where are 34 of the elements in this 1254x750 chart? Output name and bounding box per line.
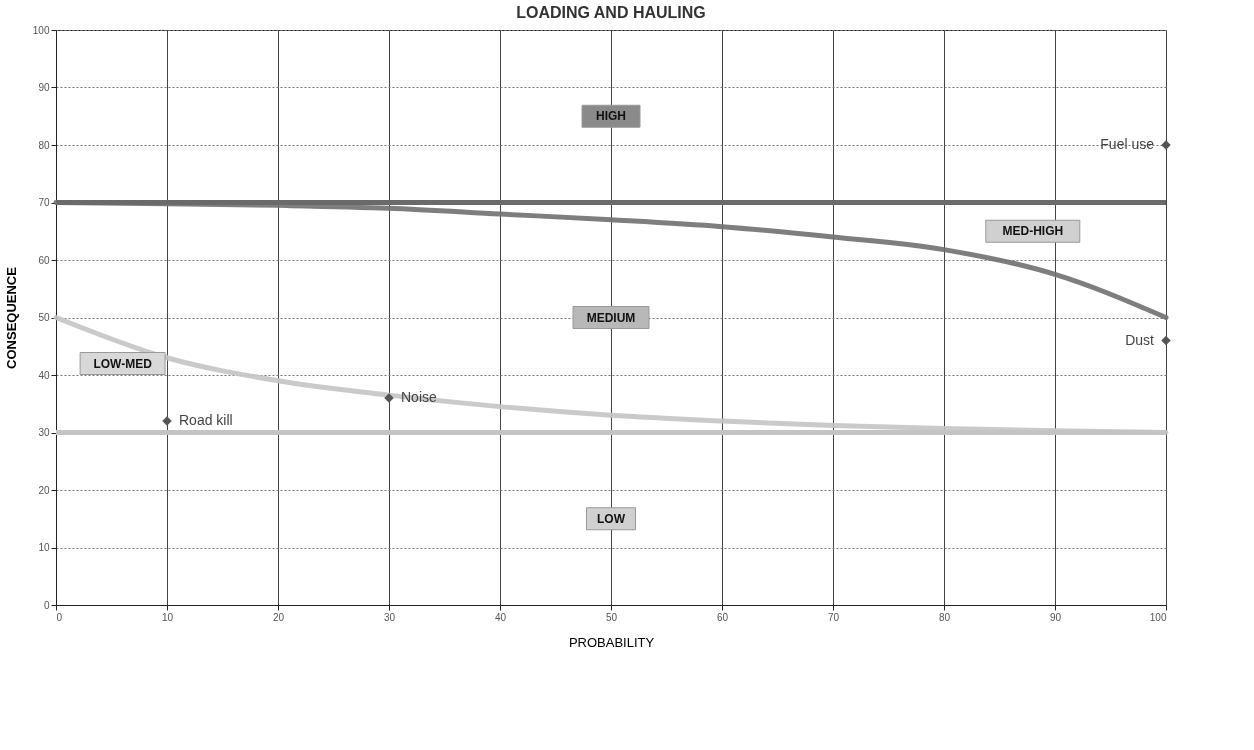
y-tick-label: 50 — [38, 312, 50, 323]
series-label: Fuel use — [1100, 136, 1155, 152]
y-tick-label: 40 — [38, 369, 50, 381]
y-tick-label: 90 — [38, 82, 50, 93]
x-tick-label: 50 — [605, 611, 618, 623]
x-tick-label: 30 — [383, 611, 396, 623]
annotation: LOW — [597, 511, 626, 526]
chart-title: LOADING AND HAULING — [516, 4, 706, 21]
y-axis-title: CONSEQUENCE — [3, 266, 19, 369]
y-tick-label: 80 — [38, 139, 50, 151]
x-tick-label: 20 — [272, 611, 285, 623]
x-axis-title: PROBABILITY — [568, 634, 655, 650]
y-tick-label: 60 — [38, 254, 50, 266]
annotation: MED-HIGH — [1002, 224, 1064, 239]
series-label: Noise — [401, 389, 438, 405]
series-label: Dust — [1125, 331, 1155, 348]
y-tick-label: 10 — [38, 542, 50, 553]
series-label: Road kill — [179, 412, 233, 428]
x-tick-label: 40 — [494, 611, 507, 623]
x-tick-label: 10 — [161, 611, 174, 623]
x-tick-label: 90 — [1049, 611, 1062, 623]
annotation: HIGH — [596, 109, 626, 124]
annotation: MEDIUM — [586, 310, 636, 325]
annotation: LOW-MED — [93, 356, 153, 371]
x-tick-label: 0 — [56, 611, 63, 623]
y-tick-label: 100 — [32, 24, 50, 36]
y-tick-label: 0 — [43, 599, 50, 611]
x-tick-label: 80 — [938, 611, 951, 623]
y-tick-label: 30 — [38, 427, 50, 438]
x-tick-label: 70 — [827, 611, 840, 623]
y-tick-label: 20 — [38, 484, 50, 496]
x-tick-label: 60 — [716, 611, 729, 623]
x-tick-label: 100 — [1149, 611, 1167, 623]
y-tick-label: 70 — [38, 197, 50, 208]
